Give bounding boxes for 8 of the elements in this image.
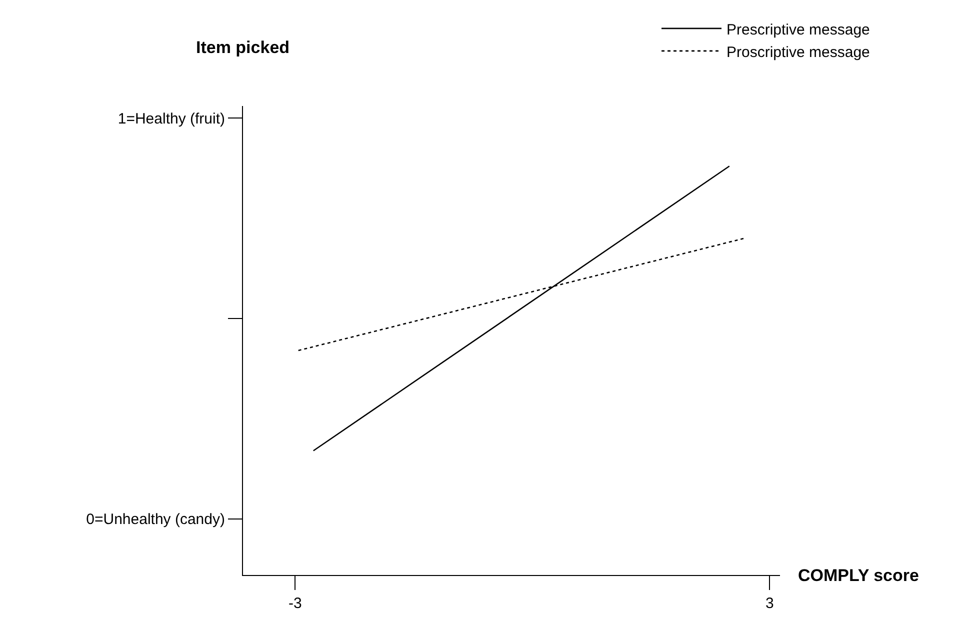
x-tick-label: 3 — [766, 595, 774, 612]
y-tick-label: 0=Unhealthy (candy) — [86, 511, 225, 528]
legend-label: Proscriptive message — [726, 44, 870, 61]
y-tick-label: 1=Healthy (fruit) — [118, 110, 226, 128]
y-axis-title: Item picked — [196, 38, 290, 57]
x-axis-title: COMPLY score — [798, 566, 919, 585]
x-tick-label: -3 — [288, 595, 302, 612]
legend-label: Prescriptive message — [726, 21, 870, 38]
